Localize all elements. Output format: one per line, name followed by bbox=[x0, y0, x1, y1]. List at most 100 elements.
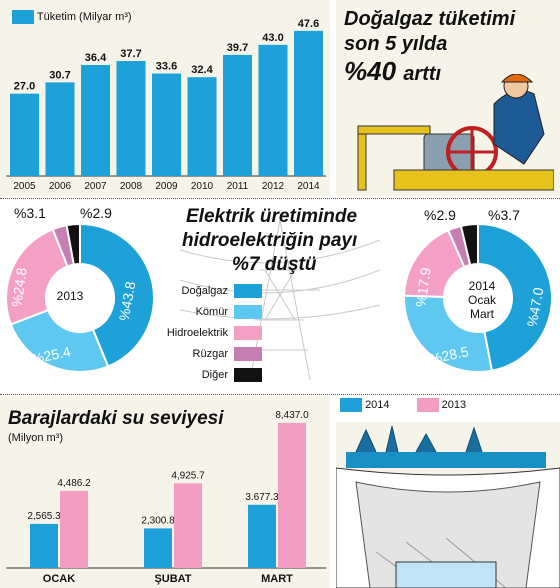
pie2-label-3: %2.9 bbox=[424, 207, 456, 223]
gas-title-pct: %40 bbox=[344, 56, 397, 86]
gas-bar-label-2007: 36.4 bbox=[85, 52, 107, 64]
pie1-slice-2 bbox=[5, 227, 69, 326]
pie-legend-label: Doğalgaz bbox=[181, 284, 228, 297]
section-divider-bottom bbox=[0, 394, 560, 395]
pie2-slice-0 bbox=[477, 222, 553, 372]
pie-legend-swatch bbox=[234, 325, 262, 340]
dam-tick-0: OCAK bbox=[43, 573, 75, 585]
pie-legend-row: Rüzgar bbox=[158, 343, 262, 364]
dam-bar-chart: 2,565.3 4,486.2 OCAK 2,300.8 4,925.7 ŞUBAT 3.6… bbox=[6, 410, 326, 585]
gas-title-word: arttı bbox=[403, 63, 442, 85]
pie1-slice-4 bbox=[65, 222, 81, 266]
pie-legend-label: Diğer bbox=[201, 368, 228, 381]
gas-bar-label-2006: 30.7 bbox=[49, 69, 70, 81]
gas-tick-2011: 2011 bbox=[227, 181, 249, 192]
pie1-label-0: %43.8 bbox=[116, 280, 139, 322]
gas-title-line1: Doğalgaz tüketimi bbox=[344, 8, 516, 30]
pie-legend-swatch bbox=[234, 304, 262, 319]
gas-bar-2009 bbox=[152, 73, 181, 176]
section-divider-top bbox=[0, 198, 560, 199]
pie-legend-row: Hidroelektrik bbox=[158, 322, 262, 343]
dam-bar-2014-0 bbox=[30, 523, 58, 568]
pie1-slice-1 bbox=[9, 308, 110, 373]
hydro-title-line2: hidroelektriğin payı bbox=[182, 230, 358, 251]
gas-legend-label: Tüketim (Milyar m³) bbox=[36, 10, 132, 23]
gas-tick-2006: 2006 bbox=[49, 181, 72, 192]
hydro-dam-icon bbox=[336, 425, 560, 588]
pie-legend-swatch bbox=[234, 367, 262, 382]
gas-valve-worker-icon bbox=[357, 74, 554, 191]
legend-swatch-2014 bbox=[340, 398, 362, 412]
pie-legend-label: Hidroelektrik bbox=[166, 326, 228, 339]
pie1-label-4: %2.9 bbox=[80, 205, 112, 221]
pie1-slice-0 bbox=[79, 222, 155, 368]
hydro-title-line3: %7 düştü bbox=[232, 254, 317, 275]
legend-swatch-2013 bbox=[416, 398, 439, 412]
dam-bar-label-2013-2: 8,437.0 bbox=[275, 410, 309, 421]
power-pylon-icon bbox=[180, 219, 380, 381]
gas-tick-2007: 2007 bbox=[84, 181, 107, 192]
gas-tick-2005: 2005 bbox=[13, 181, 36, 192]
gas-bar-2006 bbox=[45, 82, 75, 176]
gas-bar-2011 bbox=[223, 54, 252, 176]
pie-legend: Doğalgaz Kömür Hidroelektrik Rüzgar Diğer bbox=[158, 280, 262, 385]
gas-bar-label-2012: 43.0 bbox=[262, 32, 283, 44]
dam-bar-2014-2 bbox=[248, 504, 276, 568]
gas-bar-2005 bbox=[10, 93, 39, 176]
pie2-label-4: %3.7 bbox=[488, 207, 520, 223]
pie-legend-label: Kömür bbox=[195, 305, 228, 318]
gas-tick-2008: 2008 bbox=[120, 181, 143, 192]
gas-bar-label-2005: 27.0 bbox=[14, 81, 35, 93]
dam-bar-label-2013-1: 4,925.7 bbox=[171, 470, 205, 481]
pie2-center-line2: Ocak bbox=[468, 293, 497, 307]
gas-bar-label-2011: 39.7 bbox=[227, 42, 248, 54]
pie1-label-2: %24.8 bbox=[8, 266, 29, 308]
pie1-center-label: 2013 bbox=[57, 289, 84, 303]
dam-tick-1: ŞUBAT bbox=[154, 573, 191, 585]
dam-unit: (Milyon m³) bbox=[8, 432, 63, 444]
gas-tick-2009: 2009 bbox=[155, 181, 178, 192]
pie-legend-swatch bbox=[234, 283, 262, 298]
gas-title-line3: %40 arttı bbox=[344, 56, 441, 87]
dam-bar-2013-2 bbox=[278, 422, 306, 568]
pie2-slice-4 bbox=[459, 222, 479, 267]
gas-tick-2010: 2010 bbox=[191, 181, 214, 192]
dam-legend: 2014 2013 bbox=[340, 398, 466, 412]
pie-legend-row: Kömür bbox=[158, 301, 262, 322]
dam-bar-label-2014-0: 2,565.3 bbox=[27, 511, 61, 522]
dam-title: Barajlardaki su seviyesi bbox=[8, 408, 224, 429]
dam-bar-2013-0 bbox=[60, 490, 88, 568]
gas-bar-chart: 27.0 2005 30.7 2006 36.4 2007 37.7 2008 33.6 2009… bbox=[6, 18, 326, 192]
pie-legend-label: Rüzgar bbox=[192, 347, 228, 360]
gas-title-line2: son 5 yılda bbox=[344, 33, 448, 55]
gas-tick-2014: 2014 bbox=[297, 181, 320, 192]
pie2-center-line3: Mart bbox=[470, 307, 495, 321]
gas-bar-label-2010: 32.4 bbox=[191, 64, 213, 76]
gas-bar-2014 bbox=[294, 30, 323, 176]
gas-bar-2010 bbox=[187, 77, 217, 176]
gas-bar-label-2009: 33.6 bbox=[156, 61, 177, 73]
dam-tick-2: MART bbox=[261, 573, 293, 585]
gas-legend-swatch bbox=[12, 10, 34, 24]
dam-bar-label-2014-1: 2,300.8 bbox=[141, 515, 175, 526]
dam-bar-label-2013-0: 4,486.2 bbox=[57, 478, 91, 489]
pie-legend-swatch bbox=[234, 346, 262, 361]
gas-bar-label-2014: 47.6 bbox=[298, 18, 319, 30]
gas-bar-2007 bbox=[81, 64, 110, 176]
gas-tick-2012: 2012 bbox=[262, 181, 285, 192]
pie2-center-line1: 2014 bbox=[469, 279, 496, 293]
legend-label-2014: 2014 bbox=[365, 398, 390, 411]
pie-legend-row: Diğer bbox=[158, 364, 262, 385]
pie2-label-2: %17.9 bbox=[412, 266, 433, 308]
pie2-slice-1 bbox=[403, 294, 494, 373]
dam-bar-2013-1 bbox=[174, 483, 202, 568]
dam-bar-label-2014-2: 3.677.3 bbox=[245, 492, 279, 503]
pie2-label-0: %47.0 bbox=[524, 286, 547, 328]
gas-legend: Tüketim (Milyar m³) bbox=[12, 10, 132, 24]
hydro-title-line1: Elektrik üretiminde bbox=[186, 206, 358, 227]
gas-bar-2008 bbox=[116, 61, 146, 176]
pie-legend-row: Doğalgaz bbox=[158, 280, 262, 301]
dam-bar-2014-1 bbox=[144, 528, 172, 568]
